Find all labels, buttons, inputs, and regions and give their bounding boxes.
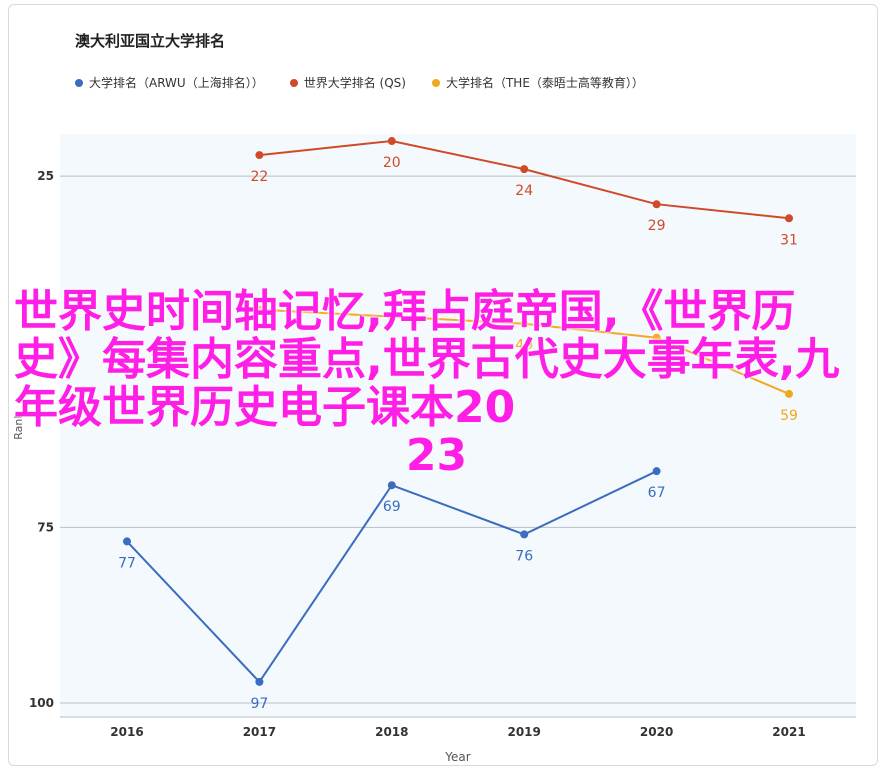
data-point-qs [255,151,264,160]
x-tick-label: 2019 [507,725,540,739]
data-label-arwu: 67 [648,485,666,501]
x-tick-label: 2016 [110,725,143,739]
legend-item-the[interactable]: 大学排名（THE（泰晤士高等教育）） [431,74,644,91]
data-point-arwu [255,677,264,686]
y-tick-label: 25 [37,169,54,183]
data-label-qs: 31 [780,232,798,248]
data-label-arwu: 69 [383,499,401,515]
data-label-the: 59 [780,408,798,424]
x-tick-label: 2020 [640,725,673,739]
overlay-caption-text: 世界史时间轴记忆,拜占庭帝国,《世界历史》每集内容重点,世界古代史大事年表,九年… [14,286,840,433]
data-point-qs [652,200,661,209]
data-point-the [387,312,396,321]
data-label-qs: 22 [250,169,268,185]
y-tick-label: 100 [29,696,54,710]
chart-title: 澳大利亚国立大学排名 [75,32,226,50]
overlay-caption-end: 23 [405,430,468,481]
legend-label-arwu: 大学排名（ARWU（上海排名）） [89,76,264,90]
data-point-the [520,319,529,328]
legend-marker-arwu [75,78,83,87]
data-point-the [785,389,793,398]
data-point-arwu [387,481,396,490]
x-tick-label: 2021 [772,725,805,739]
data-point-arwu [123,537,131,546]
data-point-qs [520,165,529,174]
data-label-qs: 24 [515,183,533,199]
data-label-qs: 20 [383,155,401,171]
chart-legend: 大学排名（ARWU（上海排名）） 世界大学排名 (QS) 大学排名（THE（泰晤… [75,74,644,91]
legend-label-the: 大学排名（THE（泰晤士高等教育）） [445,76,644,90]
overlay-caption: 世界史时间轴记忆,拜占庭帝国,《世界历史》每集内容重点,世界古代史大事年表,九年… [14,288,859,480]
x-axis-title: Year [444,750,470,764]
data-label-arwu: 77 [118,555,136,571]
legend-marker-qs [289,78,298,87]
data-point-qs [785,214,793,223]
legend-label-qs: 世界大学排名 (QS) [303,76,406,90]
x-tick-label: 2017 [243,725,276,739]
data-label-arwu: 76 [515,548,533,564]
x-tick-label: 2018 [375,725,408,739]
plot-area [60,134,856,717]
data-point-the [652,333,661,342]
legend-marker-the [431,78,440,87]
legend-item-qs[interactable]: 世界大学排名 (QS) [289,74,406,91]
data-point-the [255,305,264,314]
data-point-qs [387,137,396,146]
data-point-arwu [652,467,661,476]
data-label-qs: 29 [648,218,666,234]
y-axis-title: Rank [12,412,25,440]
data-label-arwu: 97 [250,696,268,712]
data-label-the: 49 [515,338,533,354]
legend-item-arwu[interactable]: 大学排名（ARWU（上海排名）） [75,74,264,91]
y-tick-label: 75 [37,520,54,534]
data-point-arwu [520,530,529,539]
